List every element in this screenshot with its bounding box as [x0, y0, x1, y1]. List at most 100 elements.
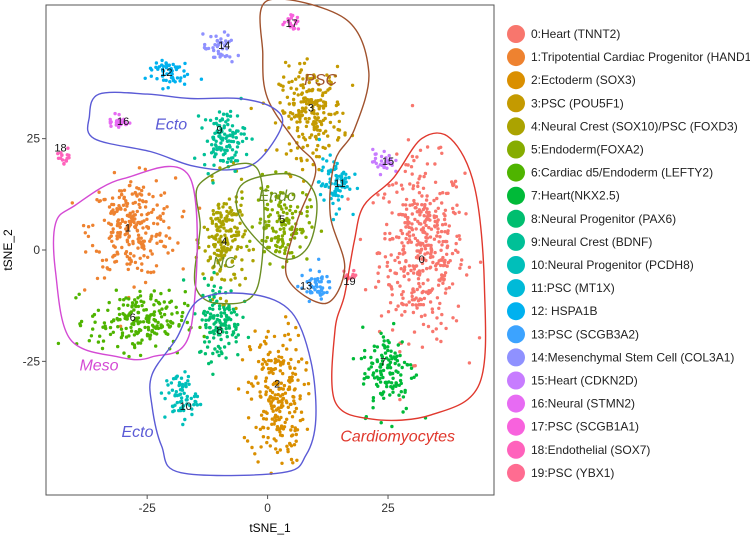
cluster-5-point [266, 185, 270, 189]
cluster-0-point [440, 312, 444, 317]
cluster-7-point [394, 369, 398, 373]
cluster-0-point [446, 231, 450, 235]
cluster-0-point [398, 397, 402, 402]
cluster-8-point [203, 313, 208, 317]
cluster-0-point [405, 232, 409, 236]
cluster-15-point [388, 157, 393, 161]
cluster-8-point [204, 322, 208, 327]
cluster-3-point [302, 61, 307, 65]
cluster-8-point [216, 333, 221, 337]
cluster-9-point [226, 157, 231, 161]
cluster-2-point [282, 383, 287, 388]
cluster-8-point [231, 307, 235, 311]
cluster-5-point [304, 235, 308, 239]
cluster-2-point [254, 425, 258, 430]
cluster-7-point [395, 359, 400, 363]
cluster-6-point [114, 288, 119, 292]
cluster-6-point [167, 288, 171, 292]
cluster-0-point [388, 268, 392, 273]
cluster-11-point [336, 198, 341, 202]
cluster-9-point [239, 132, 243, 136]
cluster-9-point [232, 131, 236, 135]
cluster-label-11: 11 [334, 178, 345, 190]
cluster-0-point [408, 234, 412, 238]
cluster-0-point [410, 291, 414, 295]
cluster-12-point [167, 63, 171, 68]
cluster-4-point [217, 206, 221, 210]
cluster-8-point [211, 314, 215, 318]
cluster-2-point [265, 411, 269, 415]
cluster-0-point [434, 327, 438, 331]
cluster-2-point [256, 460, 260, 464]
cluster-7-point [389, 354, 393, 358]
cluster-1-point [102, 276, 107, 280]
y-tick-label: 0 [33, 243, 40, 257]
cluster-3-point [304, 124, 309, 129]
cluster-0-point [423, 313, 427, 317]
cluster-6-point [106, 308, 110, 312]
cluster-2-point [270, 422, 274, 426]
cluster-9-point [215, 129, 219, 133]
legend-label: 1:Tripotential Cardiac Progenitor (HAND1… [531, 50, 750, 64]
cluster-4-point [230, 259, 235, 263]
cluster-11-point [339, 184, 344, 188]
cluster-4-point [212, 264, 216, 269]
cluster-6-point [148, 333, 153, 337]
cluster-9-point [221, 158, 225, 163]
cluster-6-point [181, 310, 185, 315]
cluster-4-point [229, 234, 234, 239]
cluster-4-point [224, 216, 229, 220]
cluster-8-point [211, 372, 215, 376]
cluster-6-point [183, 290, 187, 294]
cluster-label-9: 9 [216, 125, 222, 137]
cluster-1-point [116, 218, 121, 222]
cluster-0-point [402, 274, 406, 278]
cluster-8-point [203, 352, 208, 356]
cluster-17-point [288, 21, 292, 25]
cluster-7-point [397, 393, 401, 397]
cluster-7-point [384, 381, 389, 386]
cluster-4-point [223, 248, 228, 252]
cluster-9-point [240, 139, 245, 144]
cluster-4-point [221, 222, 226, 227]
cluster-0-point [424, 217, 429, 222]
cluster-8-point [209, 360, 213, 364]
cluster-17-point [296, 27, 301, 31]
cluster-5-point [281, 210, 286, 214]
cluster-18-point [66, 146, 70, 150]
cluster-0-point [434, 209, 438, 213]
cluster-2-point [286, 332, 291, 336]
legend-swatch [507, 440, 525, 459]
region-outline-nc [193, 162, 265, 305]
cluster-0-point [410, 212, 414, 216]
cluster-14-point [222, 30, 227, 34]
cluster-6-point [140, 303, 144, 308]
cluster-0-point [398, 350, 402, 354]
cluster-9-point [210, 143, 214, 147]
cluster-0-point [423, 252, 427, 256]
cluster-0-point [407, 225, 411, 230]
cluster-0-point [403, 169, 407, 174]
cluster-11-point [319, 184, 324, 188]
cluster-8-point [229, 289, 233, 293]
cluster-9-point [211, 135, 216, 139]
cluster-10-point [177, 383, 181, 388]
cluster-label-10: 10 [180, 401, 192, 413]
cluster-6-point [119, 335, 124, 340]
cluster-3-point [327, 143, 331, 148]
cluster-3-point [341, 111, 345, 116]
cluster-0-point [376, 279, 381, 284]
cluster-label-17: 17 [286, 18, 298, 30]
cluster-6-point [98, 334, 102, 338]
cluster-2-point [295, 458, 299, 462]
cluster-0-point [390, 293, 394, 297]
cluster-5-point [278, 227, 282, 231]
cluster-4-point [218, 166, 222, 170]
cluster-0-point [414, 296, 418, 300]
cluster-0-point [426, 324, 431, 329]
cluster-8-point [203, 340, 207, 344]
cluster-4-point [212, 251, 217, 255]
cluster-6-point [118, 297, 122, 302]
cluster-2-point [288, 442, 292, 446]
cluster-11-point [323, 184, 327, 188]
